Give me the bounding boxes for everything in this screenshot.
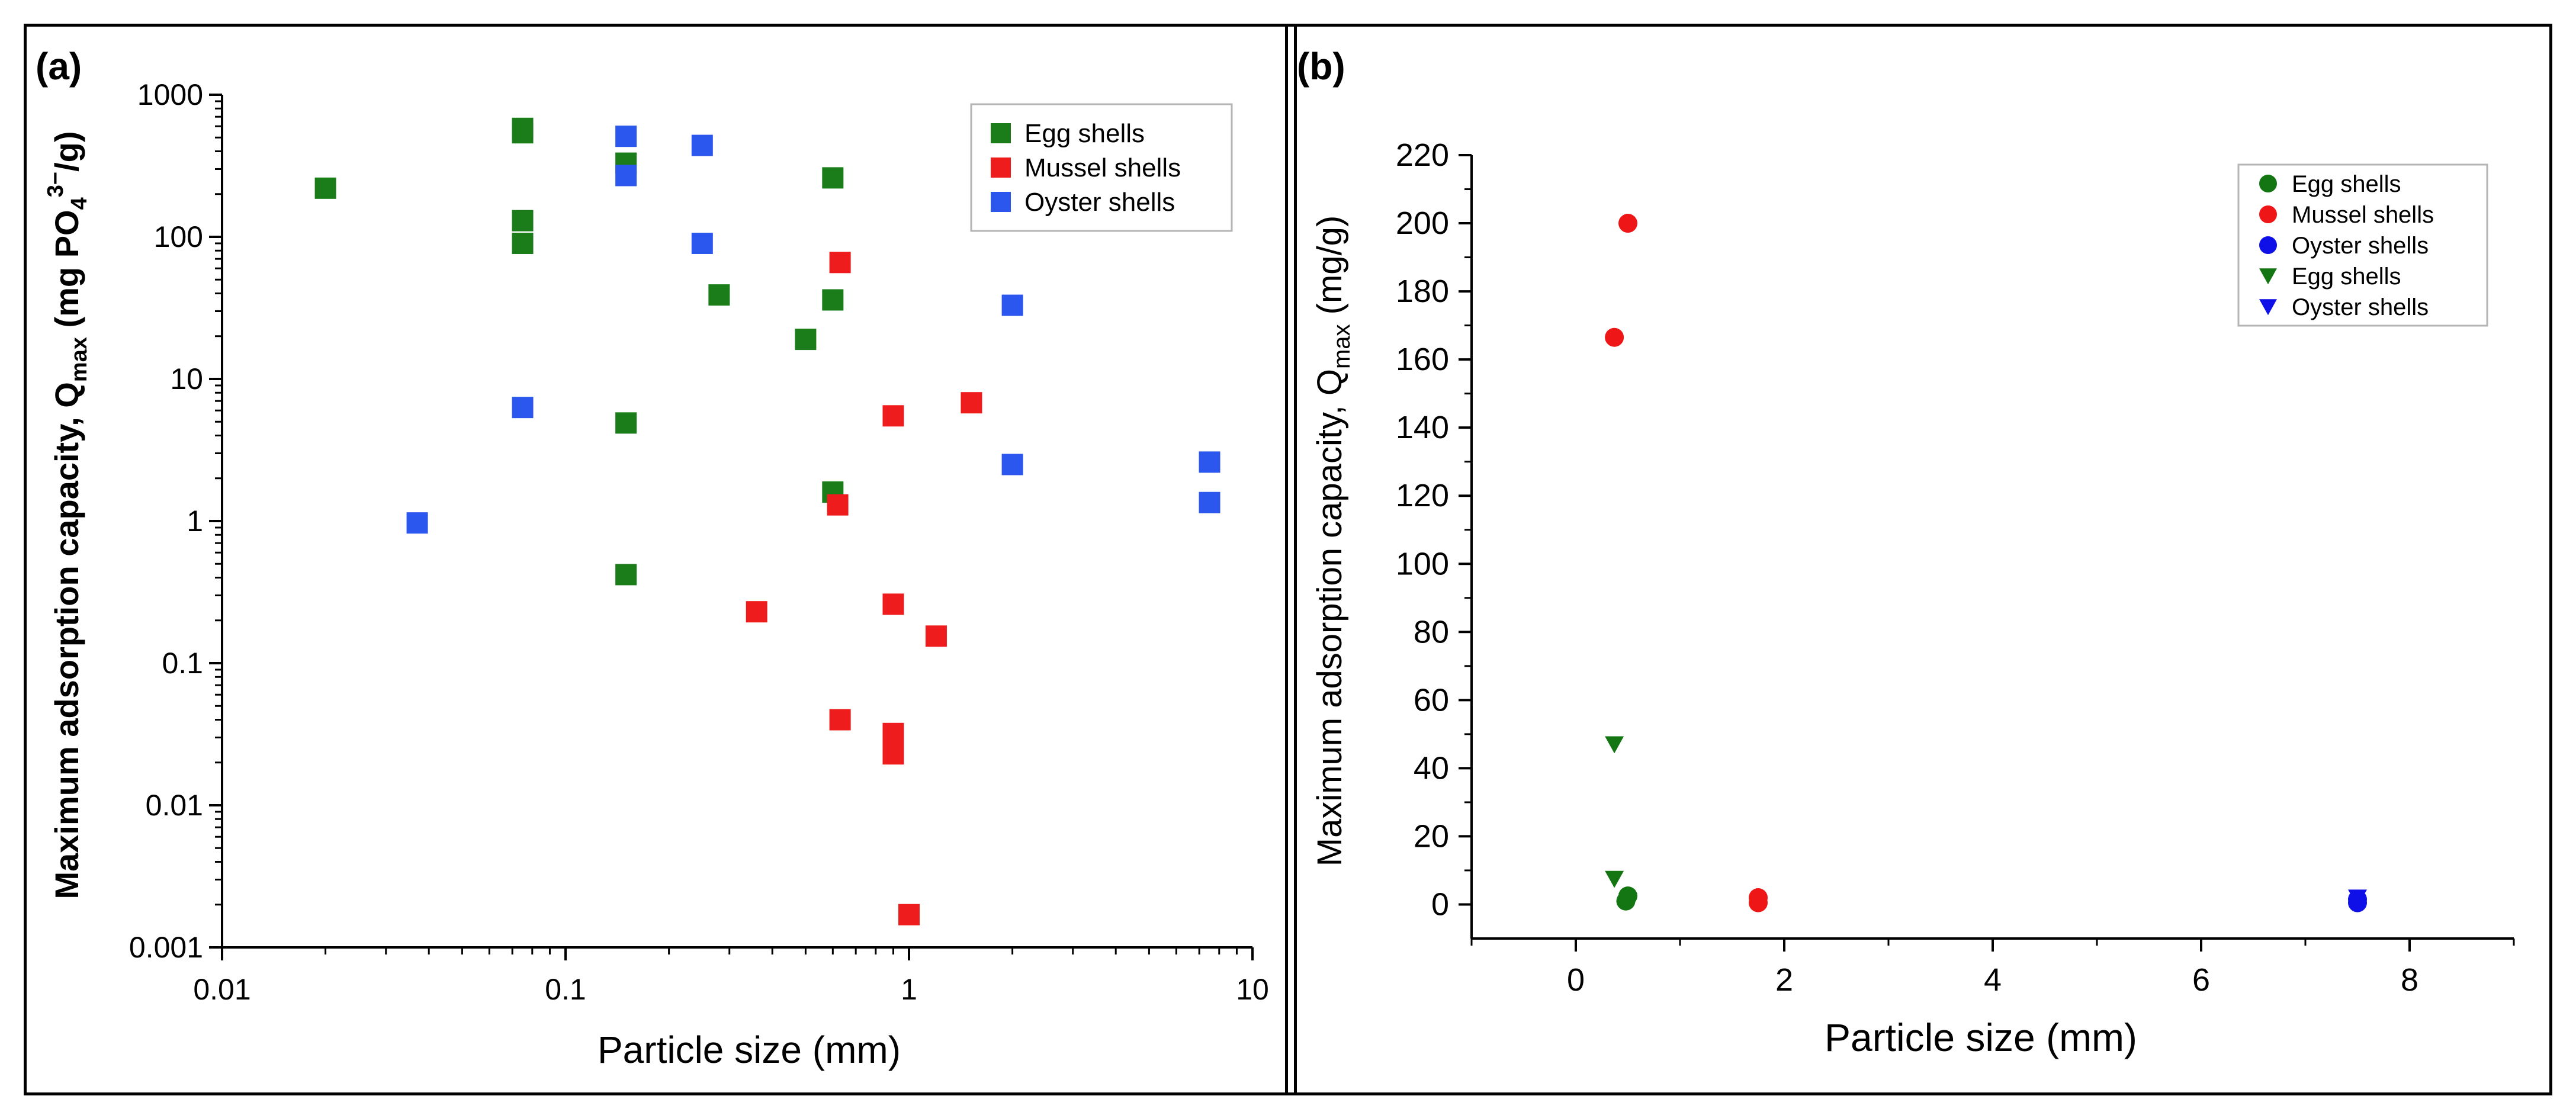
chart-a-y-tick-label: 100	[154, 220, 203, 253]
chart-b-y-axis-label: Maximum adsorption capacity, Qmax (mg/g)	[1311, 216, 1355, 867]
chart-a-point	[512, 210, 534, 232]
chart-a-point	[822, 167, 844, 189]
chart-b-point	[2348, 889, 2367, 907]
chart-b-legend	[2237, 163, 2488, 327]
chart-b-y-tick-label: 20	[1414, 818, 1449, 854]
chart-b-legend-label: Oyster shells	[2292, 294, 2429, 320]
chart-b-y-tick-label: 160	[1396, 342, 1449, 377]
chart-b-legend-label: Mussel shells	[2292, 202, 2434, 228]
chart-a-point	[822, 289, 844, 311]
chart-a-point	[1001, 294, 1023, 316]
chart-b-y-tick-label: 0	[1431, 886, 1449, 922]
panel-a-label: (a)	[36, 45, 82, 88]
chart-b-x-tick-label: 8	[2401, 962, 2418, 998]
chart-a-legend-marker	[991, 192, 1011, 212]
chart-b-point	[1618, 893, 1637, 910]
chart-b-y-tick-label: 180	[1396, 274, 1449, 309]
chart-a-point	[512, 122, 534, 144]
chart-a-point	[691, 232, 713, 254]
chart-a-point	[615, 412, 637, 434]
chart-a-point	[708, 284, 730, 306]
chart-a-point	[882, 405, 904, 427]
chart-a-point	[314, 177, 336, 199]
chart-a-y-tick-label: 10	[170, 362, 203, 396]
chart-b-legend-marker	[2259, 268, 2277, 285]
chart-a-point	[746, 601, 767, 623]
chart-a-point	[882, 722, 904, 744]
chart-b-y-tick-label: 60	[1414, 682, 1449, 718]
chart-a-point	[615, 126, 637, 147]
chart-b-point	[1605, 870, 1624, 888]
chart-b-point	[1618, 214, 1637, 233]
chart-a-point	[1199, 491, 1220, 513]
chart-b-y-tick-label: 120	[1396, 478, 1449, 513]
panel-b-frame	[1285, 24, 2552, 1095]
chart-a-point	[691, 134, 713, 156]
chart-b-x-tick-label: 4	[1984, 962, 2002, 998]
chart-a-point	[961, 392, 982, 414]
chart-a-y-tick-label: 0.01	[146, 789, 203, 822]
chart-a-legend-label: Oyster shells	[1024, 188, 1175, 217]
chart-b-legend-label: Egg shells	[2292, 263, 2401, 290]
chart-b-x-tick-label: 0	[1567, 962, 1585, 998]
chart-a-point	[406, 512, 428, 534]
chart-b-y-tick-label: 140	[1396, 410, 1449, 445]
chart-b-x-tick-label: 2	[1775, 962, 1793, 998]
chart-a-y-tick-label: 0.1	[162, 647, 203, 680]
chart-a-point	[615, 564, 637, 586]
chart-b-y-tick-label: 220	[1396, 137, 1449, 173]
chart-a-point	[829, 252, 851, 274]
chart-a-point	[925, 625, 947, 647]
chart-a-point	[1199, 451, 1220, 473]
chart-a-legend-label: Egg shells	[1024, 119, 1145, 148]
chart-b-legend-label: Egg shells	[2292, 171, 2401, 197]
chart-a-x-tick-label: 10	[1236, 973, 1269, 1006]
chart-b-legend-marker	[2259, 236, 2277, 254]
chart-a-point	[898, 904, 920, 925]
chart-a-y-tick-label: 1	[187, 504, 203, 538]
chart-b-point	[1605, 327, 1624, 347]
chart-a-point	[615, 165, 637, 187]
chart-b-x-tick-label: 6	[2192, 962, 2210, 998]
chart-b-point	[1605, 736, 1624, 754]
chart-a-legend-label: Mussel shells	[1024, 153, 1181, 182]
chart-a-point	[512, 232, 534, 254]
chart-a-y-axis-label: Maximum adsorption capacity, Qmax (mg PO…	[43, 131, 92, 899]
chart-b-x-axis-label: Particle size (mm)	[1825, 1015, 2137, 1059]
chart-a-point	[882, 593, 904, 615]
chart-a-y-tick-label: 1000	[137, 78, 203, 111]
chart-a-x-axis-label: Particle size (mm)	[598, 1029, 901, 1071]
chart-a-legend-marker	[991, 158, 1011, 178]
chart-a-point	[1001, 454, 1023, 475]
chart-a-point	[512, 397, 534, 419]
chart-a-x-tick-label: 0.1	[545, 973, 586, 1006]
chart-b-y-tick-label: 200	[1396, 205, 1449, 241]
chart-b-legend-label: Oyster shells	[2292, 233, 2429, 259]
chart-a-point	[827, 494, 849, 516]
chart-b-y-tick-label: 40	[1414, 750, 1449, 786]
chart-a-x-tick-label: 1	[901, 973, 917, 1006]
chart-b-legend-marker	[2259, 205, 2277, 223]
chart-a-point	[829, 709, 851, 731]
panel-b-label: (b)	[1297, 45, 1345, 88]
chart-a-legend	[970, 103, 1233, 232]
chart-b-point	[1749, 893, 1768, 912]
chart-b-y-tick-label: 80	[1414, 614, 1449, 650]
panel-a-frame	[24, 24, 1297, 1095]
chart-a-x-tick-label: 0.01	[193, 973, 250, 1006]
chart-b-legend-marker	[2259, 299, 2277, 316]
chart-b-legend-marker	[2259, 175, 2277, 192]
chart-b-y-tick-label: 100	[1396, 546, 1449, 581]
chart-a-legend-marker	[991, 123, 1011, 143]
chart-a-y-tick-label: 0.001	[129, 931, 203, 964]
chart-a-point	[795, 329, 817, 351]
chart-a-point	[882, 743, 904, 765]
